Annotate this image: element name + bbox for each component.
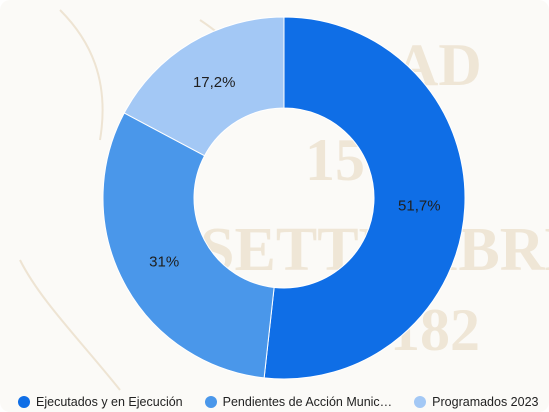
legend-label: Ejecutados y en Ejecución xyxy=(36,395,183,409)
slice-value-label-1: 51,7% xyxy=(398,197,441,214)
legend-swatch-icon xyxy=(414,396,427,408)
legend-item-1[interactable]: Ejecutados y en Ejecución xyxy=(18,395,183,409)
donut-slice-2[interactable] xyxy=(102,112,275,379)
legend-item-3[interactable]: Programados 2023 xyxy=(414,395,539,409)
legend-swatch-icon xyxy=(18,396,30,408)
slice-value-label-2: 31% xyxy=(149,253,179,270)
legend-label: Programados 2023 xyxy=(432,395,539,409)
legend-item-2[interactable]: Pendientes de Acción Munic… xyxy=(204,395,393,409)
donut-slice-3[interactable] xyxy=(123,16,285,157)
legend-label: Pendientes de Acción Munic… xyxy=(222,395,393,409)
slice-value-label-3: 17,2% xyxy=(193,74,236,91)
donut-slice-1[interactable] xyxy=(263,16,466,380)
chart-legend: Ejecutados y en Ejecución Pendientes de A… xyxy=(18,392,539,412)
legend-swatch-icon xyxy=(204,396,217,408)
